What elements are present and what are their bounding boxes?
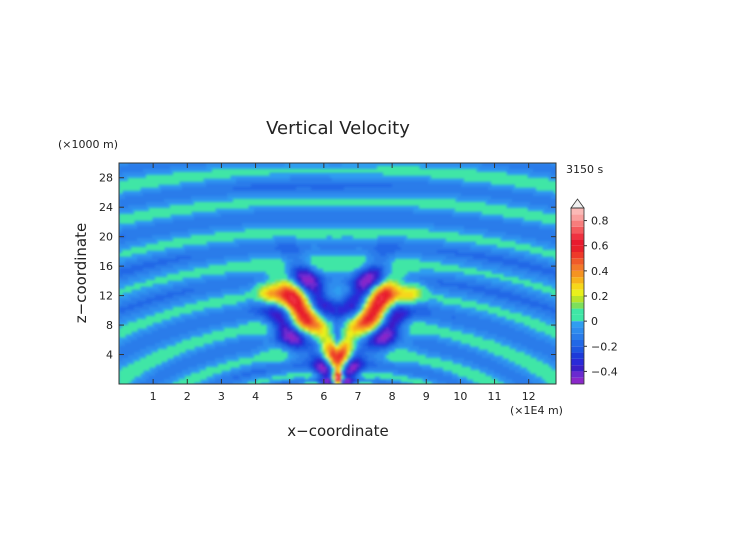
colorbar-band (571, 378, 584, 384)
colorbar-band (571, 233, 584, 239)
colorbar-tick-label: −0.4 (591, 365, 618, 378)
x-tick-label: 9 (423, 390, 430, 403)
colorbar-band (571, 353, 584, 359)
y-tick-label: 12 (99, 290, 113, 303)
colorbar-band (571, 340, 584, 346)
x-tick-label: 2 (184, 390, 191, 403)
x-tick-label: 7 (354, 390, 361, 403)
colorbar-tick-label: 0.4 (591, 265, 609, 278)
colorbar-band (571, 296, 584, 302)
x-unit-label: (×1E4 m) (510, 404, 563, 417)
colorbar-extend-arrow (571, 199, 584, 208)
y-axis-label: z−coordinate (72, 223, 90, 323)
y-tick-label: 8 (106, 319, 113, 332)
colorbar-band (571, 365, 584, 371)
colorbar-band (571, 315, 584, 321)
x-tick-label: 6 (320, 390, 327, 403)
colorbar: 0.8 0.6 0.4 0.2 0 −0.2 −0.4 (571, 199, 618, 384)
time-label: 3150 s (566, 163, 603, 176)
y-unit-label: (×1000 m) (58, 138, 118, 151)
colorbar-band (571, 265, 584, 271)
colorbar-tick-label: 0.6 (591, 240, 609, 253)
x-axis-label: x−coordinate (287, 422, 388, 440)
colorbar-band (571, 327, 584, 333)
y-tick-label: 4 (106, 349, 113, 362)
colorbar-band (571, 221, 584, 227)
colorbar-band (571, 371, 584, 377)
colorbar-band (571, 302, 584, 308)
colorbar-band (571, 334, 584, 340)
colorbar-tick-label: −0.2 (591, 340, 618, 353)
colorbar-band (571, 258, 584, 264)
colorbar-band (571, 239, 584, 245)
y-tick-label: 20 (99, 231, 113, 244)
y-tick-label: 16 (99, 260, 113, 273)
y-tick-label: 28 (99, 172, 113, 185)
colorbar-band (571, 290, 584, 296)
colorbar-band (571, 246, 584, 252)
x-tick-label: 11 (488, 390, 502, 403)
x-tick-label: 10 (453, 390, 467, 403)
x-tick-label: 3 (218, 390, 225, 403)
x-tick-label: 12 (522, 390, 536, 403)
y-tick-label: 24 (99, 201, 113, 214)
colorbar-tick-label: 0.2 (591, 290, 609, 303)
colorbar-band (571, 208, 584, 214)
x-tick-label: 4 (252, 390, 259, 403)
colorbar-band (571, 346, 584, 352)
colorbar-band (571, 309, 584, 315)
colorbar-band (571, 277, 584, 283)
colorbar-tick-label: 0 (591, 315, 598, 328)
colorbar-band (571, 283, 584, 289)
x-tick-label: 1 (150, 390, 157, 403)
chart-title: Vertical Velocity (266, 118, 410, 139)
colorbar-band (571, 321, 584, 327)
colorbar-tick-label: 0.8 (591, 215, 609, 228)
velocity-field (119, 163, 558, 386)
colorbar-band (571, 227, 584, 233)
colorbar-band (571, 214, 584, 220)
x-tick-label: 5 (286, 390, 293, 403)
x-tick-label: 8 (389, 390, 396, 403)
colorbar-band (571, 252, 584, 258)
colorbar-band (571, 271, 584, 277)
colorbar-band (571, 359, 584, 365)
